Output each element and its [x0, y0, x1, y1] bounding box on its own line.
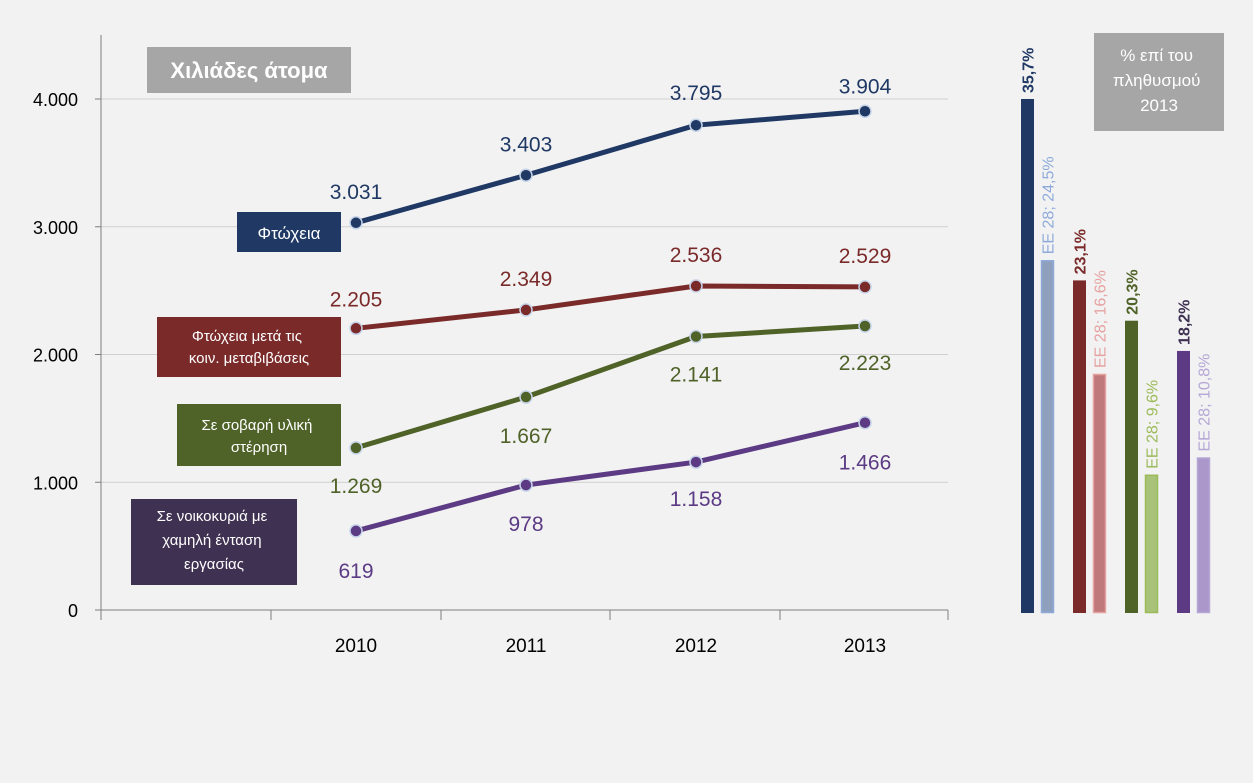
- bar-outline: [1144, 474, 1159, 614]
- data-point: [519, 478, 533, 492]
- data-point: [689, 279, 703, 293]
- data-point: [519, 303, 533, 317]
- legend-box-material-deprivation: [177, 404, 341, 466]
- data-point: [689, 329, 703, 344]
- bar-label: 23,1%: [1073, 229, 1090, 274]
- bar-label: 20,3%: [1125, 269, 1142, 314]
- series-line: [353, 420, 868, 534]
- data-label: 3.795: [670, 82, 723, 105]
- legend-label-poverty-after-transfers-line2: κοιν. μεταβιβάσεις: [189, 350, 309, 367]
- bar-title-line2: πληθυσμού: [1113, 71, 1200, 90]
- series-line: [353, 323, 868, 451]
- data-label: 2.529: [839, 245, 892, 268]
- data-label: 3.904: [839, 75, 892, 98]
- data-point: [689, 455, 703, 469]
- data-point: [519, 390, 533, 404]
- legend-label-material-deprivation-line2: στέρηση: [231, 439, 287, 456]
- bar-label: ΕΕ 28; 16,6%: [1093, 270, 1110, 368]
- svg-text:Φτώχεια μετά τις κοιν. μ: Φτώχεια μετά τις κοιν. μεταβιβάσεις: [189, 328, 309, 367]
- data-label: 3.031: [330, 181, 383, 204]
- x-tick-label: 2011: [506, 636, 547, 657]
- y-tick-label: 1.000: [33, 473, 78, 493]
- data-point: [858, 280, 872, 294]
- legend-label-material-deprivation-line1: Σε σοβαρή υλική: [201, 417, 312, 434]
- chart-title: Χιλιάδες άτομα: [170, 58, 328, 83]
- bar-label: ΕΕ 28; 9,6%: [1145, 380, 1162, 469]
- bar: [1177, 350, 1190, 613]
- data-point: [519, 168, 533, 183]
- data-label: 3.403: [500, 133, 553, 156]
- bar: [1145, 474, 1158, 613]
- x-tick-label: 2012: [675, 636, 717, 657]
- data-label: 2.141: [670, 363, 723, 386]
- data-point: [349, 321, 363, 336]
- bar-label: ΕΕ 28; 24,5%: [1041, 156, 1058, 254]
- bar-title-line3: 2013: [1140, 96, 1178, 115]
- data-point: [858, 319, 872, 333]
- bar-label: ΕΕ 28; 10,8%: [1197, 354, 1214, 452]
- data-point: [858, 415, 872, 430]
- bar-label: 35,7%: [1021, 48, 1038, 93]
- legend-label-low-work-intensity-line2: χαμηλή ένταση: [162, 532, 261, 549]
- legend-label-low-work-intensity-line1: Σε νοικοκυριά με: [157, 508, 268, 525]
- data-label: 1.667: [500, 425, 553, 448]
- legend-box-poverty: [237, 212, 341, 252]
- data-point: [858, 104, 872, 119]
- bar: [1073, 280, 1086, 613]
- bar-title-line1: % επί του: [1120, 46, 1193, 65]
- data-point: [349, 441, 363, 455]
- svg-text:Σε σοβαρή υλική στέρηση: Σε σοβαρή υλική στέρηση: [201, 417, 316, 456]
- svg-text:Σε νοικοκυριά με χαμηλή: Σε νοικοκυριά με χαμηλή ένταση εργασίας: [157, 508, 272, 573]
- data-label: 1.466: [839, 452, 892, 475]
- bar-outline: [1092, 373, 1107, 614]
- bar-title-box: [1094, 33, 1224, 131]
- bar: [1125, 320, 1138, 613]
- bar: [1197, 457, 1210, 613]
- bar-chart: 35,7% ΕΕ 28; 24,5% 23,1%ΕΕ 28; 16,6% 20,3% Ε…: [1021, 48, 1214, 614]
- legend-box-poverty-after-transfers: [157, 317, 341, 377]
- x-tick-label: 2013: [844, 636, 886, 657]
- series-line: [353, 283, 868, 331]
- bar: [1041, 260, 1054, 613]
- x-tick-label: 2010: [335, 636, 377, 657]
- bar-label: 18,2%: [1177, 300, 1194, 345]
- legend-box-low-work-intensity: [131, 499, 297, 585]
- legend-label-poverty-after-transfers-line1: Φτώχεια μετά τις: [192, 328, 302, 345]
- data-label: 1.269: [330, 475, 383, 498]
- series-line: [353, 108, 868, 226]
- legend-label-poverty: Φτώχεια: [258, 224, 321, 243]
- data-point: [349, 216, 363, 230]
- axes: 0 1.000 2.000 3.000 4.000 2010 2011 2012 2013: [33, 35, 949, 657]
- bar-outline: [1196, 457, 1211, 614]
- data-label: 619: [338, 560, 373, 583]
- data-label: 2.223: [839, 352, 892, 375]
- line-series: 3.031 3.403 3.795 3.904 2.205 2.349 2.536 2.529…: [330, 75, 892, 583]
- bar: [1093, 373, 1106, 613]
- data-label: 2.536: [670, 244, 723, 267]
- y-tick-label: 3.000: [33, 218, 78, 238]
- data-label: 978: [508, 513, 543, 536]
- bar-outline: [1040, 260, 1055, 614]
- chart-title-box: [147, 47, 351, 93]
- legend-label-low-work-intensity-line3: εργασίας: [184, 556, 244, 573]
- svg-text:% επί του πληθυσμού: % επί του πληθυσμού 2013: [1113, 46, 1205, 115]
- y-tick-label: 4.000: [33, 90, 78, 110]
- y-tick-label: 0: [68, 601, 78, 621]
- data-label: 1.158: [670, 488, 723, 511]
- data-label: 2.349: [500, 268, 553, 291]
- data-label: 2.205: [330, 288, 383, 311]
- y-tick-label: 2.000: [33, 346, 78, 366]
- bar: [1021, 99, 1034, 613]
- data-point: [689, 118, 703, 132]
- data-point: [349, 524, 363, 538]
